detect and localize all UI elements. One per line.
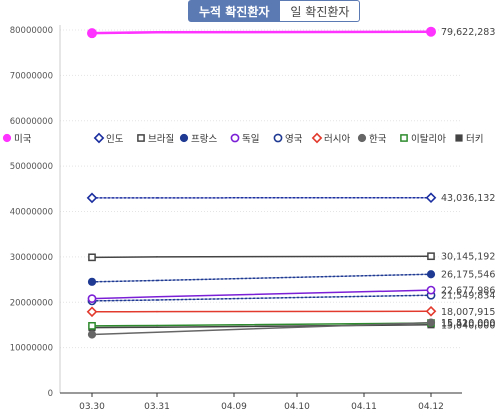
end-value-label: 22,677,986 (441, 286, 495, 297)
series-2: 30,145,192 (89, 252, 496, 263)
end-value-label: 79,622,283 (441, 27, 495, 38)
series-line-segment (92, 297, 157, 299)
data-point-marker (428, 253, 434, 259)
data-point-marker (88, 331, 95, 338)
legend-item[interactable]: 이탈리아 (401, 133, 446, 145)
end-value-label: 30,145,192 (441, 252, 495, 263)
series-6: 18,007,915 (88, 307, 496, 318)
data-point-marker (427, 27, 436, 36)
data-point-marker (401, 135, 407, 141)
series-line-segment (157, 274, 431, 280)
data-point-marker (88, 29, 97, 38)
legend-label: 영국 (285, 134, 303, 145)
legend-label: 인도 (106, 134, 124, 145)
legend: 미국 인도 브라질 프랑스 독일 영국 러시아 한국 이탈리아 터키 (3, 133, 483, 145)
x-tick-label: 04.10 (284, 402, 310, 412)
legend-label: 프랑스 (191, 133, 217, 145)
data-point-marker (274, 134, 281, 141)
x-tick-label: 03.31 (144, 402, 170, 412)
legend-label: 미국 (14, 134, 32, 145)
legend-item[interactable]: 미국 (3, 134, 31, 145)
data-point-marker (427, 286, 434, 293)
series-1: 43,036,132 (88, 193, 496, 204)
end-value-label: 15,510,000 (441, 318, 495, 329)
tab-daily-cases[interactable]: 일 확진환자 (280, 0, 360, 22)
series-0: 79,622,283 (88, 27, 496, 38)
series-line-segment (92, 32, 157, 33)
data-point-marker (231, 134, 238, 141)
y-tick-label: 10000000 (10, 344, 53, 354)
data-point-marker (88, 308, 96, 316)
data-point-marker (88, 194, 96, 202)
legend-item[interactable]: 브라질 (138, 133, 174, 145)
y-tick-label: 60000000 (10, 117, 53, 127)
legend-item[interactable]: 러시아 (313, 134, 351, 145)
legend-label: 이탈리아 (411, 133, 446, 145)
x-tick-label: 04.09 (221, 402, 247, 412)
y-tick-label: 70000000 (10, 71, 53, 81)
data-point-marker (427, 271, 434, 278)
data-point-marker (88, 295, 95, 302)
series-layer: 15,040,00015,420,00015,510,00018,007,915… (88, 27, 496, 338)
tab-bar: 누적 확진환자 일 확진환자 (188, 0, 360, 22)
y-tick-label: 0 (48, 389, 53, 399)
series-3: 26,175,546 (88, 270, 495, 286)
y-tick-label: 40000000 (10, 208, 53, 218)
end-value-label: 43,036,132 (441, 193, 495, 204)
data-point-marker (427, 319, 434, 326)
series-line-segment (92, 332, 157, 334)
series-line-segment (157, 32, 431, 33)
legend-item[interactable]: 독일 (231, 134, 259, 145)
series-line-segment (92, 300, 157, 301)
data-point-marker (3, 134, 10, 141)
x-tick-label: 04.11 (351, 402, 377, 412)
data-point-marker (180, 134, 187, 141)
tab-cumulative-cases[interactable]: 누적 확진환자 (188, 0, 280, 22)
data-point-marker (88, 278, 95, 285)
x-tick-label: 04.12 (418, 402, 444, 412)
legend-item[interactable]: 프랑스 (180, 133, 217, 145)
y-tick-label: 50000000 (10, 162, 53, 172)
series-line-segment (157, 256, 431, 257)
data-point-marker (313, 134, 321, 142)
legend-item[interactable]: 인도 (95, 134, 124, 145)
legend-item[interactable]: 한국 (358, 134, 386, 145)
data-point-marker (89, 254, 95, 260)
end-value-label: 26,175,546 (441, 270, 495, 281)
y-tick-label: 30000000 (10, 253, 53, 263)
legend-label: 브라질 (148, 133, 174, 145)
legend-item[interactable]: 터키 (456, 134, 484, 145)
legend-label: 한국 (369, 134, 387, 145)
legend-item[interactable]: 영국 (274, 134, 302, 145)
end-value-label: 18,007,915 (441, 307, 495, 318)
legend-label: 독일 (242, 134, 259, 145)
data-point-marker (456, 135, 462, 141)
data-point-marker (89, 323, 95, 329)
legend-label: 터키 (466, 134, 483, 145)
y-tick-label: 80000000 (10, 26, 53, 36)
data-point-marker (358, 134, 365, 141)
legend-label: 러시아 (324, 134, 350, 145)
series-line-segment (92, 280, 157, 281)
x-tick-label: 03.30 (79, 402, 105, 412)
data-point-marker (138, 135, 144, 141)
data-point-marker (427, 307, 435, 315)
data-point-marker (427, 194, 435, 202)
y-tick-label: 20000000 (10, 298, 53, 308)
data-point-marker (95, 134, 103, 142)
